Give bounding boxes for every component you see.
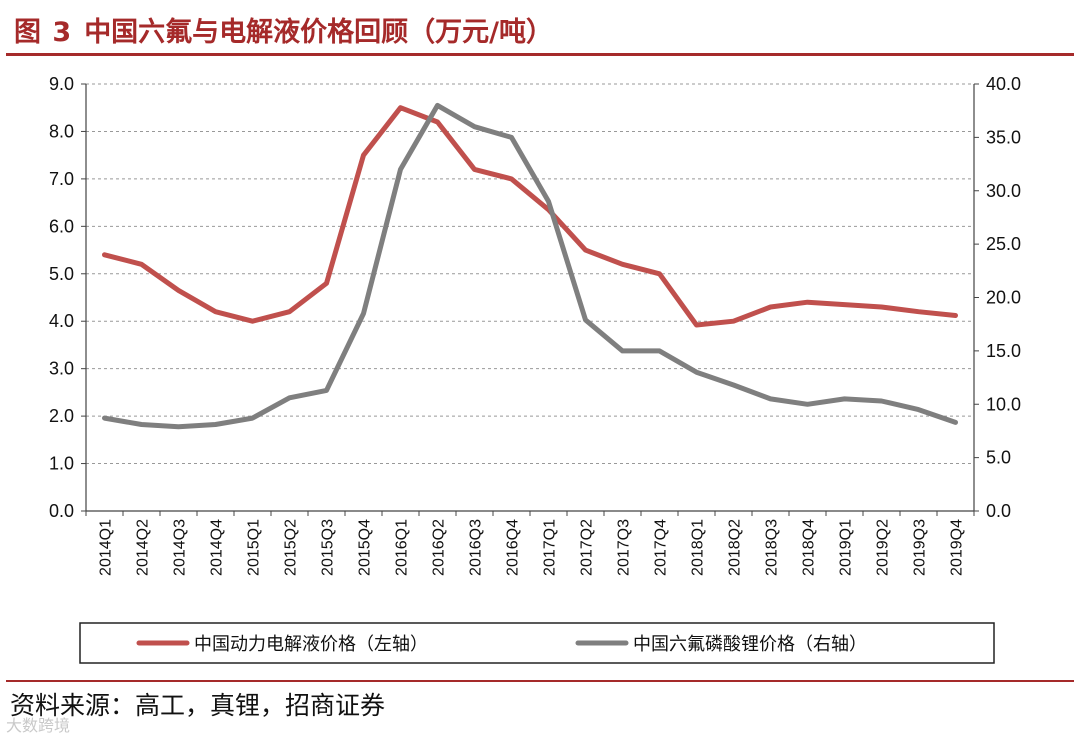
- x-tick-label: 2017Q4: [653, 519, 670, 576]
- legend-box: [79, 622, 995, 664]
- axes: [81, 83, 979, 516]
- y-right-tick-label: 5.0: [986, 448, 1011, 468]
- x-tick-label: 2017Q3: [616, 519, 633, 576]
- x-tick-label: 2014Q2: [135, 519, 152, 576]
- x-tick-label: 2015Q1: [246, 519, 263, 576]
- legend-label-left: 中国动力电解液价格（左轴）: [194, 634, 428, 655]
- y-left-tick-label: 9.0: [49, 74, 74, 94]
- y-left-tick-label: 0.0: [49, 501, 74, 521]
- x-tick-label: 2014Q3: [172, 519, 189, 576]
- y-right-tick-label: 40.0: [986, 74, 1021, 94]
- electrolyte-price-line: [102, 105, 958, 328]
- x-tick-label: 2019Q4: [949, 519, 966, 576]
- y-right-tick-label: 35.0: [986, 127, 1021, 147]
- x-tick-label: 2018Q1: [690, 519, 707, 576]
- y-left-tick-label: 4.0: [49, 311, 74, 331]
- y-left-tick-label: 6.0: [49, 216, 74, 236]
- x-tick-label: 2015Q4: [357, 519, 374, 576]
- x-tick-label: 2018Q3: [764, 519, 781, 576]
- figure-header: 图 3 中国六氟与电解液价格回顾（万元/吨）: [14, 8, 553, 50]
- y-right-tick-label: 20.0: [986, 288, 1021, 308]
- y-right-tick-label: 15.0: [986, 341, 1021, 361]
- x-tick-label: 2019Q1: [838, 519, 855, 576]
- y-right-tick-label: 25.0: [986, 234, 1021, 254]
- source-note: 资料来源：高工，真锂，招商证券: [10, 691, 386, 720]
- x-tick-label: 2016Q3: [468, 519, 485, 576]
- x-tick-label: 2015Q3: [320, 519, 337, 576]
- x-tick-label: 2015Q2: [283, 519, 300, 576]
- watermark: 大数跨境: [6, 716, 71, 735]
- y-left-tick-label: 2.0: [49, 406, 74, 426]
- legend-label-right: 中国六氟磷酸锂价格（右轴）: [633, 634, 867, 655]
- y-right-tick-label: 0.0: [986, 501, 1011, 521]
- x-tick-label: 2014Q1: [98, 519, 115, 576]
- x-tick-label: 2014Q4: [209, 519, 226, 576]
- y-left-tick-label: 5.0: [49, 264, 74, 284]
- x-tick-label: 2018Q4: [801, 519, 818, 576]
- figure-number: 图 3: [14, 16, 73, 48]
- legend: 中国动力电解液价格（左轴） 中国六氟磷酸锂价格（右轴）: [79, 622, 995, 664]
- y-left-tick-label: 3.0: [49, 359, 74, 379]
- x-tick-label: 2018Q2: [727, 519, 744, 576]
- figure-title: 中国六氟与电解液价格回顾（万元/吨）: [84, 16, 554, 48]
- y-left-tick-label: 7.0: [49, 169, 74, 189]
- x-tick-label: 2019Q3: [912, 519, 929, 576]
- footer-divider: [6, 680, 1074, 682]
- x-tick-label: 2017Q2: [579, 519, 596, 576]
- title-divider: [6, 53, 1074, 56]
- x-tick-label: 2016Q2: [431, 519, 448, 576]
- line-chart: 0.0 1.0 2.0 3.0 4.0 5.0 6.0 7.0 8.0 9.0 0.0 5.0 10.…: [49, 74, 1021, 664]
- x-tick-label: 2016Q4: [505, 519, 522, 576]
- y-left-tick-label: 1.0: [49, 454, 74, 474]
- x-tick-label: 2016Q1: [394, 519, 411, 576]
- gridlines: [86, 83, 974, 465]
- y-right-tick-label: 30.0: [986, 181, 1021, 201]
- y-left-tick-label: 8.0: [49, 121, 74, 141]
- y-axis-left-ticks: 0.0 1.0 2.0 3.0 4.0 5.0 6.0 7.0 8.0 9.0: [49, 74, 74, 521]
- lipf6-price-line: [102, 102, 958, 430]
- x-tick-label: 2019Q2: [875, 519, 892, 576]
- x-axis-ticks: 2014Q1 2014Q2 2014Q3 2014Q4 2015Q1 2015Q2 2015…: [98, 519, 966, 576]
- x-tick-label: 2017Q1: [542, 519, 559, 576]
- y-axis-right-ticks: 0.0 5.0 10.0 15.0 20.0 25.0 30.0 35.0 40.0: [986, 74, 1021, 521]
- series-lines: [102, 102, 958, 430]
- y-right-tick-label: 10.0: [986, 394, 1021, 414]
